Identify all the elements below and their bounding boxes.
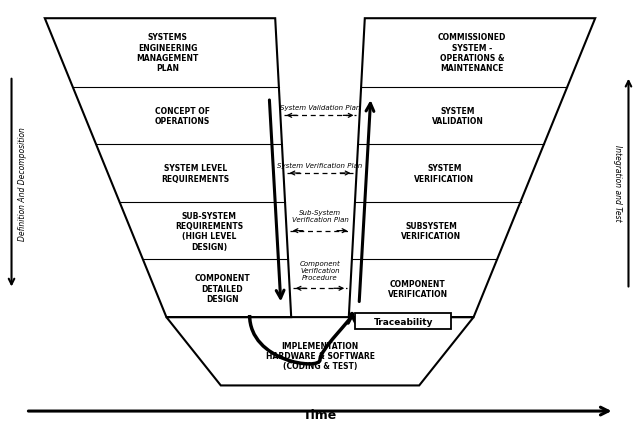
- Text: SYSTEM LEVEL
REQUIREMENTS: SYSTEM LEVEL REQUIREMENTS: [161, 164, 230, 183]
- Text: SUBSYSTEM
VERIFICATION: SUBSYSTEM VERIFICATION: [401, 222, 461, 241]
- FancyBboxPatch shape: [355, 314, 451, 330]
- Text: COMMISSIONED
SYSTEM -
OPERATIONS &
MAINTENANCE: COMMISSIONED SYSTEM - OPERATIONS & MAINT…: [438, 33, 506, 73]
- Text: SUB-SYSTEM
REQUIREMENTS
(HIGH LEVEL
DESIGN): SUB-SYSTEM REQUIREMENTS (HIGH LEVEL DESI…: [175, 211, 243, 251]
- Text: CONCEPT OF
OPERATIONS: CONCEPT OF OPERATIONS: [155, 106, 210, 126]
- Text: SYSTEMS
ENGINEERING
MANAGEMENT
PLAN: SYSTEMS ENGINEERING MANAGEMENT PLAN: [137, 33, 199, 73]
- Text: Definition And Decomposition: Definition And Decomposition: [18, 127, 27, 240]
- Text: Component
Verification
Procedure: Component Verification Procedure: [300, 260, 340, 280]
- Text: System Validation Plan: System Validation Plan: [280, 105, 360, 111]
- Text: COMPONENT
DETAILED
DESIGN: COMPONENT DETAILED DESIGN: [195, 274, 250, 303]
- Text: Time: Time: [303, 408, 337, 421]
- Text: Traceability: Traceability: [374, 317, 433, 326]
- Text: Integration and Test: Integration and Test: [613, 145, 622, 222]
- Text: Sub-System
Verification Plan: Sub-System Verification Plan: [292, 210, 348, 222]
- Text: IMPLEMENTATION
HARDWARE & SOFTWARE
(CODING & TEST): IMPLEMENTATION HARDWARE & SOFTWARE (CODI…: [266, 341, 374, 371]
- Text: System Verification Plan: System Verification Plan: [277, 162, 363, 168]
- Text: COMPONENT
VERIFICATION: COMPONENT VERIFICATION: [388, 279, 448, 298]
- Text: SYSTEM
VERIFICATION: SYSTEM VERIFICATION: [414, 164, 474, 183]
- Text: SYSTEM
VALIDATION: SYSTEM VALIDATION: [432, 106, 484, 126]
